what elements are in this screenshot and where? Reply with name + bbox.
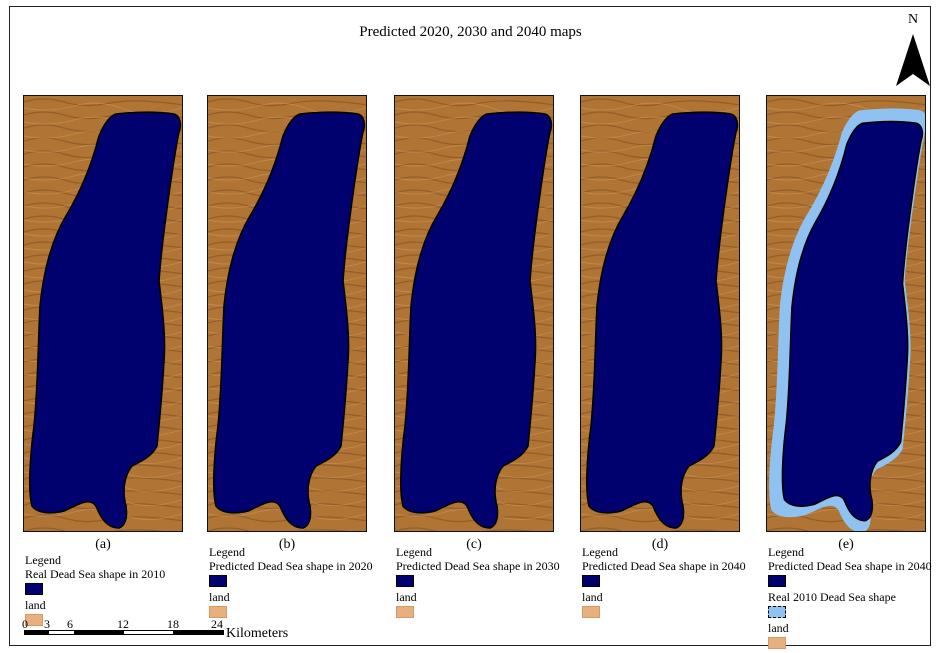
legend-item-label: land <box>582 590 603 604</box>
legend-b: Legend Predicted Dead Sea shape in 2020 … <box>209 545 373 621</box>
legend-item-label: Predicted Dead Sea shape in 2020 <box>209 559 373 573</box>
scale-tick: 12 <box>117 617 129 631</box>
legend-item-label: Predicted Dead Sea shape in 2030 <box>396 559 560 573</box>
legend-swatch-land <box>396 606 414 618</box>
scale-tick: 6 <box>67 617 73 631</box>
legend-item-label: Real Dead Sea shape in 2010 <box>25 567 166 581</box>
map-panel-b <box>207 95 367 532</box>
legend-title: Legend <box>768 545 804 559</box>
panel-label-d: (d) <box>651 537 669 552</box>
legend-swatch-water <box>25 583 43 595</box>
legend-title: Legend <box>209 545 245 559</box>
legend-title: Legend <box>25 553 61 567</box>
legend-e: Legend Predicted Dead Sea shape in 2040 … <box>768 545 932 652</box>
legend-swatch-land <box>25 614 43 626</box>
map-panel-c <box>394 95 554 532</box>
scale-unit: Kilometers <box>226 626 289 641</box>
legend-item-label: Predicted Dead Sea shape in 2040 <box>768 559 932 573</box>
legend-swatch-water <box>768 575 786 587</box>
legend-item-label: land <box>396 590 417 604</box>
panel-label-a: (a) <box>95 537 111 552</box>
legend-item-label: land <box>25 598 46 612</box>
panel-label-c: (c) <box>466 537 482 552</box>
legend-title: Legend <box>396 545 432 559</box>
legend-item-label: Real 2010 Dead Sea shape <box>768 590 896 604</box>
map-frame <box>9 6 931 646</box>
legend-c: Legend Predicted Dead Sea shape in 2030 … <box>396 545 560 621</box>
north-label: N <box>907 12 919 27</box>
legend-swatch-water <box>209 575 227 587</box>
legend-swatch-land <box>582 606 600 618</box>
legend-swatch-real-2010 <box>768 606 786 618</box>
legend-d: Legend Predicted Dead Sea shape in 2040 … <box>582 545 746 621</box>
scale-tick: 24 <box>211 617 223 631</box>
scale-tick: 3 <box>44 617 50 631</box>
legend-a: Legend Real Dead Sea shape in 2010 land <box>25 553 165 629</box>
legend-swatch-land <box>209 606 227 618</box>
panel-label-b: (b) <box>278 537 296 552</box>
north-arrow-icon: N <box>893 12 933 92</box>
legend-swatch-water <box>396 575 414 587</box>
map-panel-d <box>580 95 740 532</box>
scale-ticks: 0 3 6 12 18 24 <box>22 617 232 631</box>
map-title: Predicted 2020, 2030 and 2040 maps <box>359 24 582 40</box>
scale-bar-segments <box>24 630 224 635</box>
legend-item-label: land <box>768 621 789 635</box>
legend-swatch-water <box>582 575 600 587</box>
map-panel-e <box>766 95 926 532</box>
scale-tick: 0 <box>22 617 28 631</box>
legend-title: Legend <box>582 545 618 559</box>
legend-item-label: Predicted Dead Sea shape in 2040 <box>582 559 746 573</box>
panel-label-e: (e) <box>838 537 854 552</box>
map-panel-a <box>23 95 183 532</box>
legend-item-label: land <box>209 590 230 604</box>
scale-tick: 18 <box>167 617 179 631</box>
legend-swatch-land <box>768 637 786 649</box>
